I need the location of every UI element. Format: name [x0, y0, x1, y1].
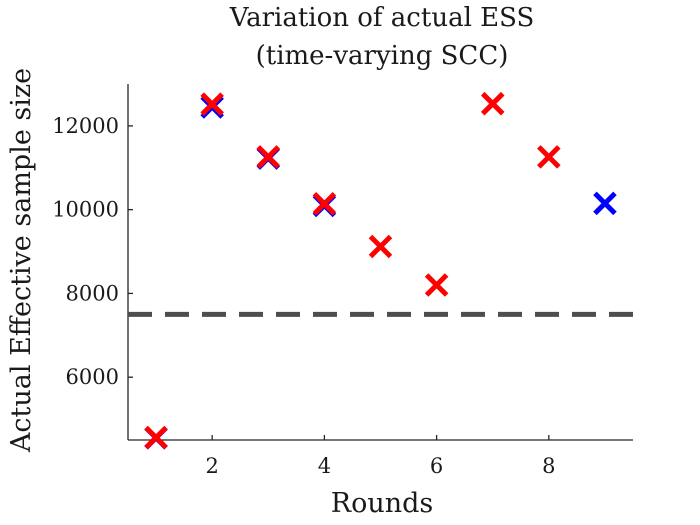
marker-stroke: [312, 192, 337, 216]
x-axis-label: Rounds: [331, 488, 434, 519]
y-tick-label: 6000: [66, 365, 119, 389]
chart-title-line-2: (time-varying SCC): [256, 41, 509, 71]
chart-title-line-1: Variation of actual ESS: [229, 3, 535, 33]
data-point-marker: [256, 145, 281, 169]
data-point-marker: [312, 192, 337, 216]
plot-axes: 2 4 6 8 6000 8000 10000 12000: [52, 84, 633, 478]
marker-stroke: [537, 145, 561, 169]
x-tick-label: 8: [542, 454, 555, 478]
x-tick-label: 2: [205, 454, 218, 478]
series-2: [144, 91, 561, 450]
y-tick-label: 12000: [52, 114, 119, 138]
y-tick-label: 8000: [66, 281, 119, 305]
x-tick-label: 6: [430, 454, 443, 478]
data-point-marker: [368, 234, 393, 259]
data-marks: [144, 91, 617, 450]
marker-stroke: [480, 91, 505, 116]
data-point-marker: [424, 273, 449, 297]
marker-stroke: [368, 234, 393, 259]
marker-stroke: [424, 273, 449, 297]
chart-title: Variation of actual ESS (time-varying SC…: [229, 3, 535, 71]
x-tick-label: 4: [318, 454, 331, 478]
data-point-marker: [537, 145, 561, 169]
y-tick-label: 10000: [52, 198, 119, 222]
marker-stroke: [144, 425, 168, 450]
data-point-marker: [593, 191, 617, 216]
y-axis-label: Actual Effective sample size: [6, 68, 37, 453]
marker-stroke: [256, 145, 281, 169]
marker-stroke: [593, 191, 617, 216]
marker-stroke: [200, 92, 224, 116]
data-point-marker: [480, 91, 505, 116]
data-point-marker: [200, 92, 224, 116]
data-point-marker: [144, 425, 168, 450]
